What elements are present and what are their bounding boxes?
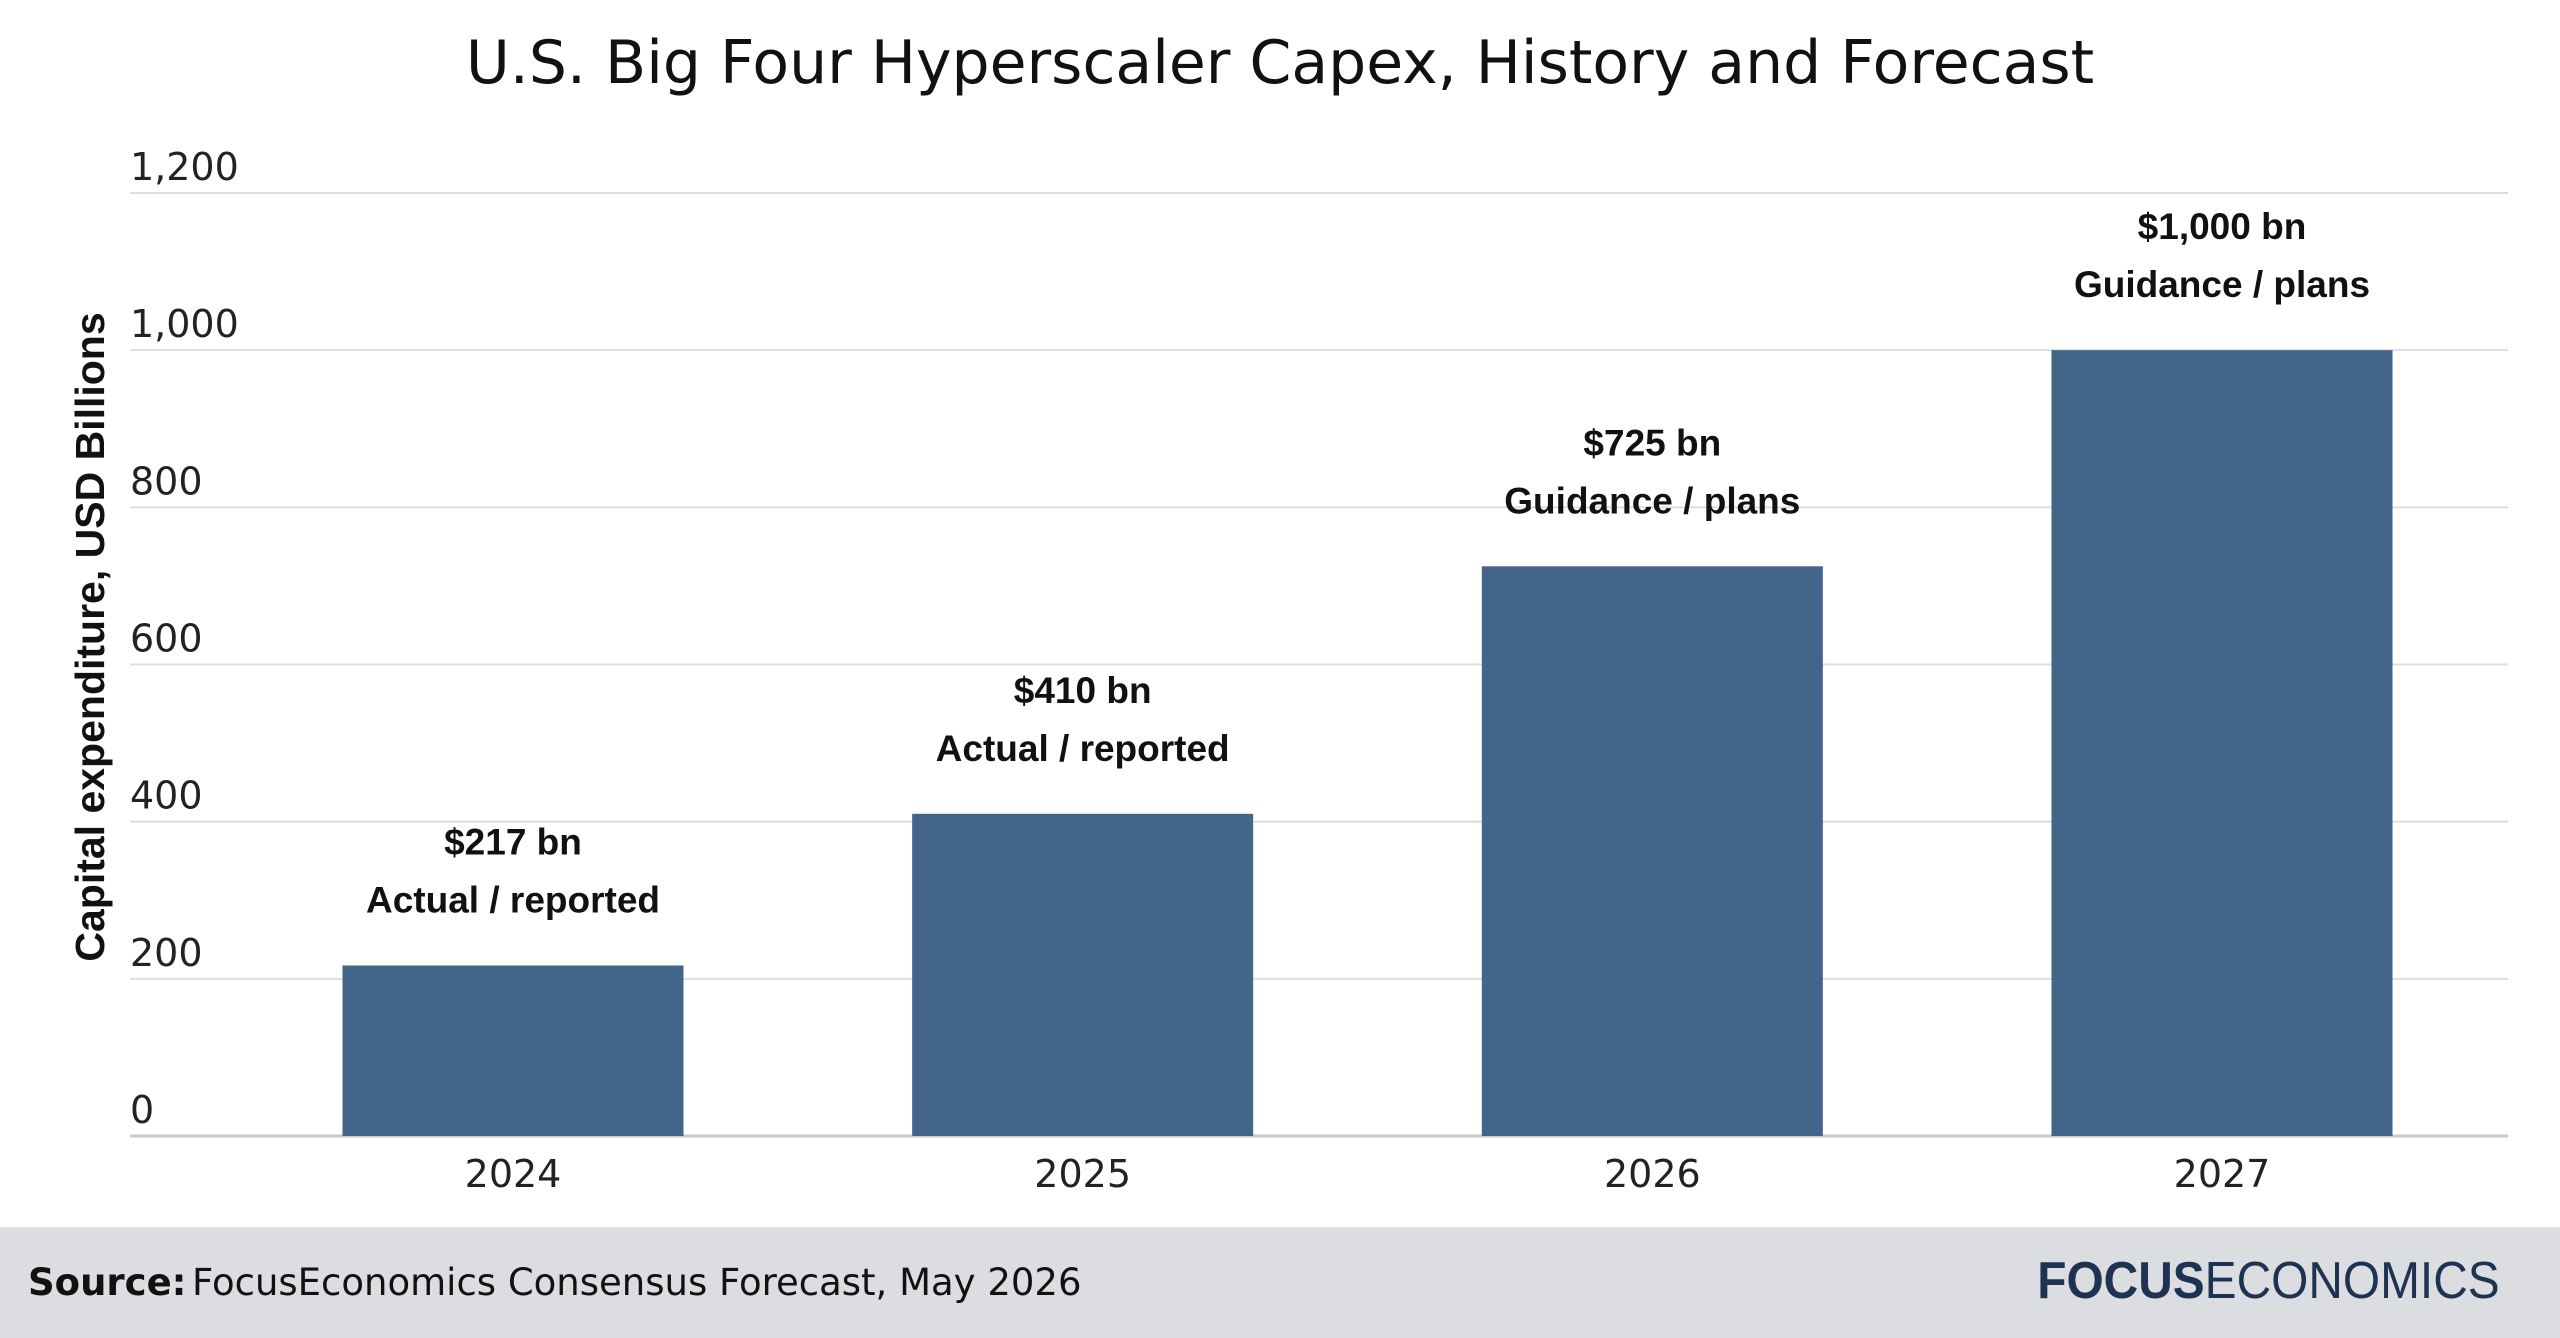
bar-chart: 0 200 400 600 800 1,000 1,200 $217 bn Actual / … [67, 145, 2508, 1196]
bar-2026 [1481, 566, 1823, 1136]
status-label: Actual / reported [366, 879, 660, 920]
y-tick-label: 200 [130, 931, 203, 975]
data-labels: $217 bn Actual / reported $410 bn Actual / … [366, 206, 2370, 920]
source-text: FocusEconomics Consensus Forecast, May 2… [192, 1261, 1082, 1304]
value-label: $410 bn [1014, 670, 1152, 711]
y-tick-label: 400 [130, 774, 203, 818]
y-tick-label: 800 [130, 459, 203, 503]
status-label: Guidance / plans [2074, 264, 2370, 305]
y-tick-label: 1,200 [130, 145, 239, 189]
chart-title: U.S. Big Four Hyperscaler Capex, History… [465, 28, 2095, 98]
value-label: $725 bn [1583, 422, 1721, 463]
x-tick-label: 2024 [465, 1152, 562, 1196]
bar-2025 [912, 813, 1254, 1136]
bar-2024 [342, 965, 684, 1136]
value-label: $1,000 bn [2138, 206, 2307, 247]
y-axis-title: Capital expenditure, USD Billions [67, 312, 113, 961]
logo-bold-part: FOCUS [2037, 1252, 2205, 1310]
status-label: Actual / reported [936, 728, 1230, 769]
y-tick-label: 1,000 [130, 302, 239, 346]
value-label: $217 bn [444, 821, 582, 862]
footer: Source: FocusEconomics Consensus Forecas… [0, 1227, 2560, 1338]
status-label: Guidance / plans [1504, 480, 1800, 521]
source-label: Source: [28, 1261, 187, 1304]
y-axis-ticks: 0 200 400 600 800 1,000 1,200 [130, 145, 239, 1132]
x-axis-ticks: 2024 2025 2026 2027 [465, 1152, 2271, 1196]
x-tick-label: 2027 [2174, 1152, 2271, 1196]
bar-2027 [2051, 350, 2393, 1137]
x-tick-label: 2026 [1604, 1152, 1701, 1196]
y-tick-label: 0 [130, 1088, 154, 1132]
y-tick-label: 600 [130, 617, 203, 661]
focuseconomics-logo: FOCUSECONOMICS [2038, 1251, 2500, 1311]
bars [342, 350, 2393, 1137]
x-tick-label: 2025 [1034, 1152, 1131, 1196]
logo-light-part: ECONOMICS [2204, 1252, 2500, 1310]
